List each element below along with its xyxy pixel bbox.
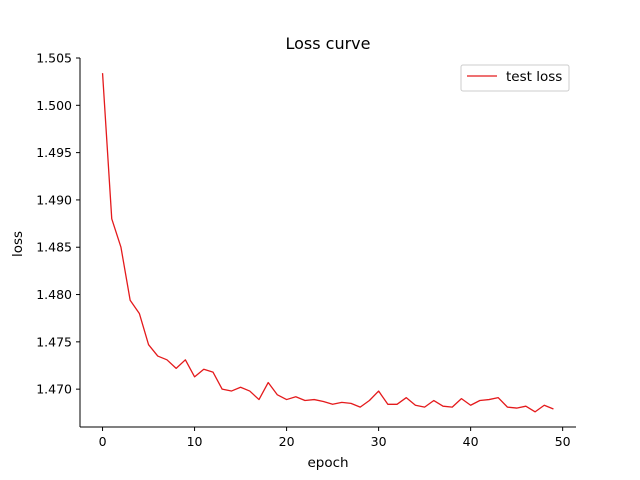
legend-frame <box>460 64 570 92</box>
plot-area: 0 10 20 30 40 50 1.470 1.475 1.480 1.485 1.490 1.49… <box>36 51 576 449</box>
x-tick-label-0: 0 <box>99 434 107 449</box>
y-axis-label: loss <box>10 231 26 257</box>
y-tick-label-1: 1.475 <box>36 334 72 349</box>
y-tick-label-2: 1.480 <box>36 287 72 302</box>
x-tick-label-20: 20 <box>279 434 295 449</box>
x-axis-label: epoch <box>307 455 348 471</box>
series-line-test-loss <box>101 73 554 413</box>
y-tick-label-7: 1.505 <box>36 51 72 66</box>
y-tick-label-5: 1.495 <box>36 145 72 160</box>
x-tick-label-40: 40 <box>463 434 479 449</box>
y-tick-label-4: 1.490 <box>36 192 72 207</box>
chart-title: Loss curve <box>285 34 370 53</box>
legend-label-test-loss: test loss <box>506 69 562 85</box>
x-tick-label-10: 10 <box>187 434 203 449</box>
y-tick-label-3: 1.485 <box>36 240 72 255</box>
x-tick-label-50: 50 <box>555 434 571 449</box>
x-tick-label-30: 30 <box>371 434 387 449</box>
y-tick-label-6: 1.500 <box>36 98 72 113</box>
legend: test loss <box>460 64 570 92</box>
y-tick-label-0: 1.470 <box>36 382 72 397</box>
